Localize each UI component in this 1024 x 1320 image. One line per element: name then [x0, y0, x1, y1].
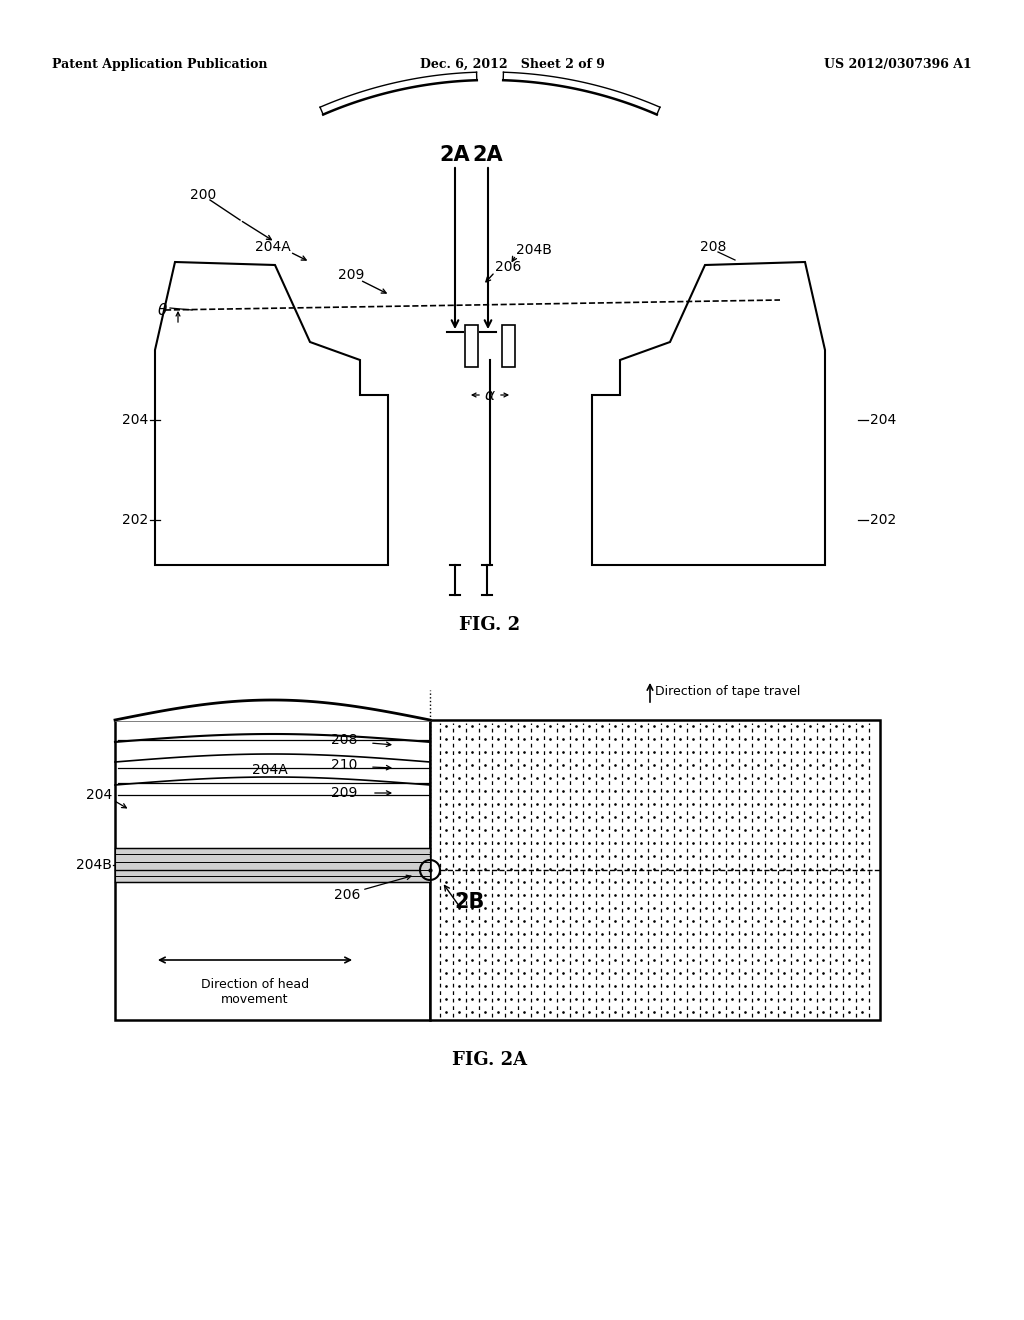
Text: 202: 202	[122, 513, 148, 527]
Text: 204B: 204B	[76, 858, 112, 873]
Text: 209: 209	[331, 785, 357, 800]
Text: Patent Application Publication: Patent Application Publication	[52, 58, 267, 71]
Text: 206: 206	[495, 260, 521, 275]
Text: 2A: 2A	[473, 145, 504, 165]
Text: Direction of head
movement: Direction of head movement	[201, 978, 309, 1006]
Text: $\theta$: $\theta$	[157, 302, 168, 318]
Text: 204A: 204A	[255, 240, 291, 253]
Text: Direction of tape travel: Direction of tape travel	[655, 685, 801, 698]
Bar	[465, 325, 478, 367]
Text: US 2012/0307396 A1: US 2012/0307396 A1	[824, 58, 972, 71]
Text: $\alpha$: $\alpha$	[484, 388, 496, 403]
Bar	[502, 325, 515, 367]
Text: 2B: 2B	[455, 892, 485, 912]
Text: 204: 204	[122, 413, 148, 426]
Text: 208: 208	[331, 733, 357, 747]
Text: 206: 206	[334, 888, 360, 902]
Text: FIG. 2: FIG. 2	[460, 616, 520, 634]
Text: 2A: 2A	[439, 145, 470, 165]
Text: 202: 202	[870, 513, 896, 527]
Text: FIG. 2A: FIG. 2A	[453, 1051, 527, 1069]
Text: 204A: 204A	[252, 763, 288, 777]
Text: 200: 200	[190, 187, 216, 202]
Text: 204: 204	[86, 788, 112, 803]
Text: 204B: 204B	[516, 243, 552, 257]
Text: Dec. 6, 2012   Sheet 2 of 9: Dec. 6, 2012 Sheet 2 of 9	[420, 58, 604, 71]
Bar	[115, 719, 430, 1020]
Text: 204: 204	[870, 413, 896, 426]
Bar	[115, 847, 430, 882]
Text: 210: 210	[331, 758, 357, 772]
Text: 208: 208	[700, 240, 726, 253]
Bar	[430, 719, 880, 1020]
Text: 209: 209	[338, 268, 365, 282]
